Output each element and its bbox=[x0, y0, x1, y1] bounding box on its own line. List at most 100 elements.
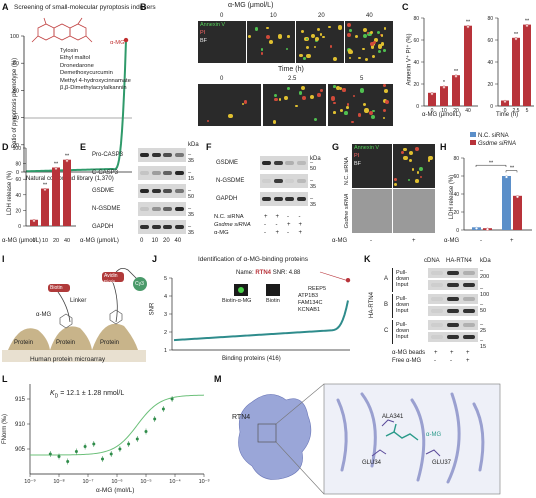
blot-band bbox=[296, 161, 306, 165]
x-tick-label: 10⁻⁷ bbox=[82, 478, 93, 485]
kda-marker: – 15 bbox=[188, 170, 195, 182]
beads-label: α-MG beads bbox=[392, 350, 426, 356]
micrograph-time-2-5 bbox=[263, 84, 326, 126]
micrograph-nc-minus: Annexin V PI BF bbox=[352, 144, 392, 188]
blot-band bbox=[431, 323, 443, 327]
microarray-diagram bbox=[2, 267, 147, 362]
x-tick-label: 0 bbox=[504, 108, 507, 114]
data-point bbox=[83, 445, 87, 448]
panel-label: F bbox=[206, 142, 212, 152]
bar bbox=[41, 188, 49, 226]
panel-e: E Pro-CASP3 – 35 C-CASP3 – 15 GSDME – 50 N-GSD… bbox=[78, 130, 204, 250]
significance-mark: ** bbox=[65, 154, 70, 160]
blot-band bbox=[447, 309, 459, 313]
blot-row-label: GSDME bbox=[92, 188, 115, 194]
data-point bbox=[66, 460, 70, 463]
x-tick-label: 10⁻⁶ bbox=[111, 478, 122, 485]
y-tick-label: 60 bbox=[413, 38, 419, 44]
y-tick-label: 40 bbox=[413, 60, 419, 66]
blot-band bbox=[285, 179, 294, 183]
x-tick-label: 10 bbox=[441, 108, 447, 114]
micrograph-gsdme-plus bbox=[393, 189, 435, 233]
bar-point bbox=[486, 227, 490, 231]
cell-dot bbox=[287, 86, 291, 90]
blot-band bbox=[273, 161, 283, 165]
kda-marker: – 50 bbox=[310, 160, 317, 172]
x-tick-label: 10⁻⁸ bbox=[53, 478, 64, 485]
x-tick-label: 0 bbox=[32, 238, 35, 244]
cell-dot bbox=[313, 46, 316, 49]
data-point bbox=[170, 397, 174, 401]
section-bracket bbox=[392, 294, 395, 318]
ligand-label: α-MG bbox=[426, 432, 442, 438]
condition-name: Gsdme siRNA bbox=[214, 222, 251, 228]
cell-dot bbox=[370, 41, 375, 46]
section-label: A bbox=[384, 276, 389, 282]
significance-mark: ** bbox=[54, 162, 59, 168]
y-tick-label: 60 bbox=[453, 174, 459, 180]
rtn4-leader bbox=[319, 271, 347, 281]
bar-point bbox=[430, 92, 434, 96]
kd-subscript: D bbox=[54, 393, 59, 400]
blot-band bbox=[163, 189, 172, 193]
panel-m: M RTN4 ALA341 α-MG GLU34 GLU37 bbox=[212, 370, 536, 498]
blot-band bbox=[151, 225, 161, 229]
panel-label: A bbox=[2, 2, 9, 12]
amg-minus: - bbox=[480, 238, 482, 244]
ha-rtn4-header: HA-RTN4 bbox=[446, 258, 472, 264]
cell-dot bbox=[362, 27, 367, 32]
micrograph-dose-40 bbox=[345, 21, 393, 63]
residue-glu37: GLU37 bbox=[432, 460, 452, 466]
significance-mark: ** bbox=[514, 32, 519, 38]
panel-h: H LDH release (%) 0 20 40 60 80 ** ** N.C. siR… bbox=[440, 130, 536, 250]
x-tick-label: 10⁻³ bbox=[199, 479, 210, 485]
cell-dot bbox=[419, 175, 423, 179]
cell-dot bbox=[287, 35, 290, 38]
significance-mark: * bbox=[443, 80, 446, 86]
cell-dot bbox=[383, 84, 386, 88]
cell-dot bbox=[380, 33, 384, 37]
input-label: Input bbox=[396, 308, 409, 314]
y-tick-label: 60 bbox=[487, 38, 493, 44]
cell-dot bbox=[376, 31, 381, 35]
cell-dot bbox=[358, 56, 361, 60]
bar bbox=[63, 159, 71, 226]
cell-dot bbox=[333, 102, 336, 105]
compound-name: Dronedarone bbox=[60, 62, 94, 69]
panel-g: G N.C. siRNA Gsdme siRNA Annexin V PI BF… bbox=[330, 130, 438, 250]
cell-dot bbox=[373, 41, 376, 44]
blot-band bbox=[463, 309, 475, 313]
condition-mark: - bbox=[275, 222, 278, 228]
spot-dot bbox=[238, 287, 244, 293]
fit-curve bbox=[29, 394, 205, 456]
bar bbox=[512, 37, 520, 106]
y-tick-label: 0 bbox=[16, 170, 19, 176]
y-tick-label: 20 bbox=[453, 210, 459, 216]
y-tick-label: 20 bbox=[413, 82, 419, 88]
micrograph-dose-20 bbox=[296, 21, 344, 63]
blot-band bbox=[262, 161, 271, 165]
condition-mark: + bbox=[275, 230, 280, 236]
y-tick-label: 80 bbox=[487, 16, 493, 22]
cell-dot bbox=[407, 179, 410, 182]
condition-mark: - bbox=[264, 230, 266, 236]
blot-band bbox=[262, 179, 271, 183]
cell-dot bbox=[319, 33, 323, 36]
significance-mark: ** bbox=[510, 166, 515, 172]
blot-strip bbox=[428, 280, 478, 290]
annexin-label: Annexin V bbox=[354, 145, 380, 151]
cell-dot bbox=[370, 45, 374, 49]
kda-marker: – 100 bbox=[480, 286, 490, 298]
y-tick-label: 2 bbox=[164, 330, 167, 336]
y-tick-label: 0 bbox=[456, 228, 459, 234]
condition-mark: + bbox=[298, 230, 303, 236]
blot-strip bbox=[260, 192, 308, 206]
probe-biotin: Biotin bbox=[266, 298, 280, 304]
panel-label: C bbox=[402, 2, 409, 12]
x-tick-label: 10 bbox=[42, 238, 48, 244]
x-tick-label: 0 bbox=[431, 108, 434, 114]
time-2-5: 2.5 bbox=[288, 76, 297, 82]
cell-dot bbox=[309, 95, 314, 100]
cell-dot bbox=[383, 27, 387, 30]
beads-mark: + bbox=[450, 350, 454, 356]
